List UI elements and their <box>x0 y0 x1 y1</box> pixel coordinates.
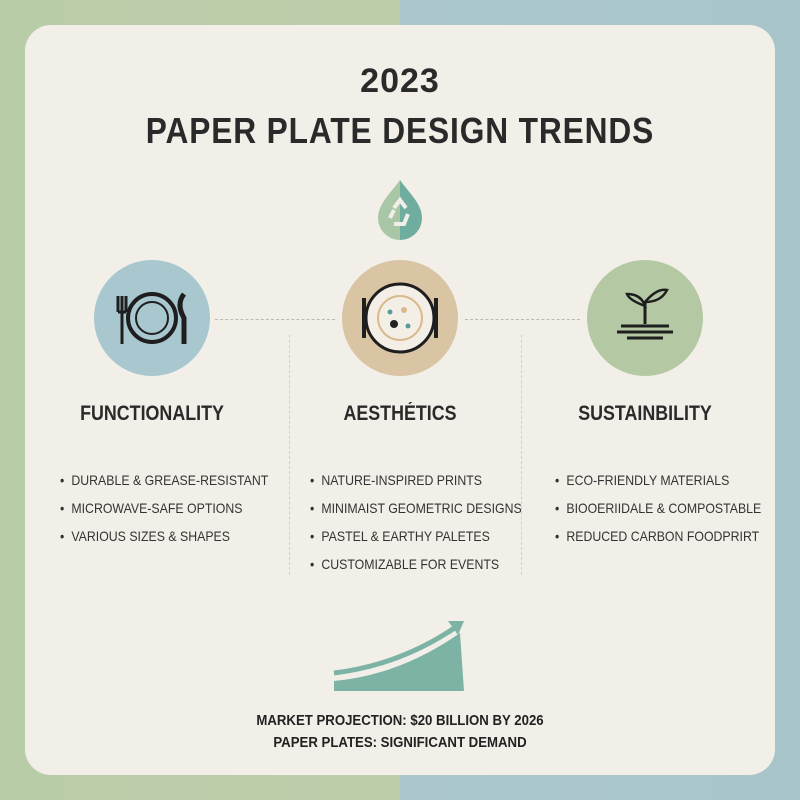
divider <box>289 335 290 575</box>
divider <box>465 319 580 320</box>
list-item: VARIOUS SIZES & SHAPES <box>60 526 268 554</box>
sprout-plate-icon <box>617 288 673 340</box>
column-heading-sustainability: SUSTAINBILITY <box>578 402 712 425</box>
plate-fork-knife-icon <box>116 292 187 344</box>
sustainability-list: ECO-FRIENDLY MATERIALS BIOOERIIDALE & CO… <box>555 470 789 554</box>
list-item: ECO-FRIENDLY MATERIALS <box>555 470 761 498</box>
decorated-plate-icon <box>362 282 438 354</box>
list-item: MICROWAVE-SAFE OPTIONS <box>60 498 268 526</box>
title-year: 2023 <box>360 62 440 100</box>
sustainability-icon-circle <box>587 260 703 376</box>
infographic-card <box>25 25 775 775</box>
aesthetics-list: NATURE-INSPIRED PRINTS MINIMAIST GEOMETR… <box>310 470 551 582</box>
column-heading-aesthetics: AESTHÉTICS <box>343 402 457 425</box>
divider <box>215 319 335 320</box>
rising-arrow-chart-icon <box>333 621 464 691</box>
column-heading-functionality: FUNCTIONALITY <box>80 402 224 425</box>
list-item: REDUCED CARBON FOODPRIRT <box>555 526 761 554</box>
list-item: PASTEL & EARTHY PALETES <box>310 526 522 554</box>
aesthetics-icon-circle <box>342 260 458 376</box>
divider <box>521 335 522 575</box>
list-item: MINIMAIST GEOMETRIC DESIGNS <box>310 498 521 526</box>
list-item: BIOOERIIDALE & COMPOSTABLE <box>555 498 761 526</box>
market-projection-text: MARKET PROJECTION: $20 BILLION BY 2026 <box>256 712 544 729</box>
functionality-icon-circle <box>94 260 210 376</box>
demand-text: PAPER PLATES: SIGNIFICANT DEMAND <box>273 734 527 751</box>
list-item: NATURE-INSPIRED PRINTS <box>310 470 522 498</box>
recycle-drop-icon <box>378 180 422 240</box>
functionality-list: DURABLE & GREASE-RESISTANT MICROWAVE-SAF… <box>60 470 297 554</box>
page-title: PAPER PLATE DESIGN TRENDS <box>145 110 655 151</box>
list-item: CUSTOMIZABLE FOR EVENTS <box>310 554 522 582</box>
list-item: DURABLE & GREASE-RESISTANT <box>60 470 268 498</box>
